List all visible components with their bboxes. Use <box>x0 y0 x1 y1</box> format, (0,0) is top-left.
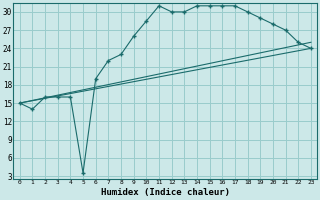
X-axis label: Humidex (Indice chaleur): Humidex (Indice chaleur) <box>101 188 230 197</box>
